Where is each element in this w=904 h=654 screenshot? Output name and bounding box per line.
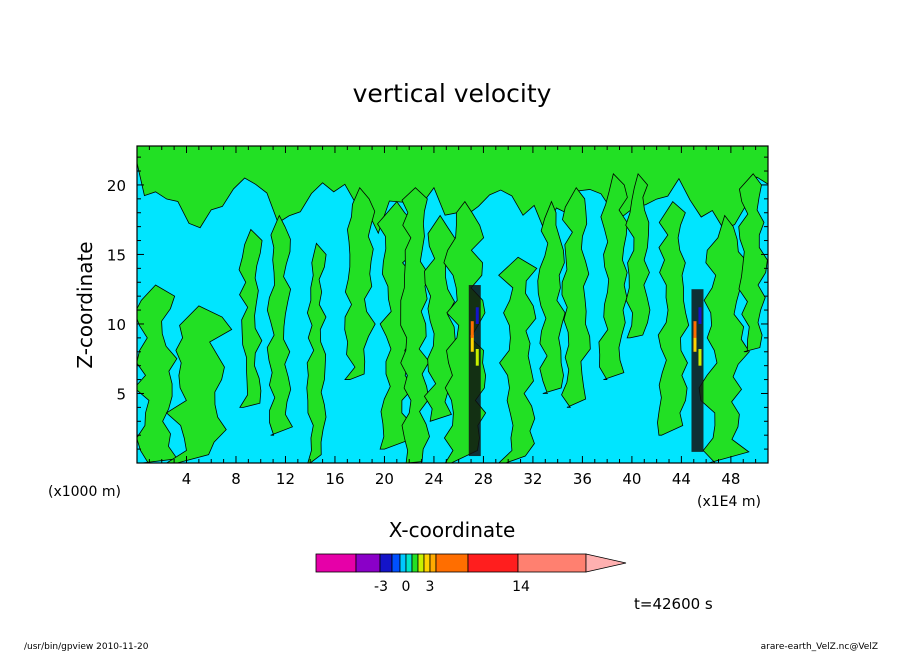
- positive-region: [537, 200, 566, 394]
- core-patch: [470, 321, 474, 338]
- core-patch: [693, 321, 697, 338]
- x-tick-label: 24: [424, 470, 443, 488]
- positive-region: [561, 186, 591, 408]
- colorbar-labels: -3 0 3 14: [374, 579, 530, 595]
- colorbar: [315, 553, 627, 573]
- colorbar-segment: [467, 553, 519, 573]
- core-patch: [475, 307, 479, 324]
- timestamp-label: t=42600 s: [634, 595, 713, 613]
- colorbar-tick-label: -3: [374, 579, 388, 595]
- x-tick-label: 48: [721, 470, 740, 488]
- colorbar-segment: [379, 553, 393, 573]
- x-tick-label: 4: [182, 470, 192, 488]
- velocity-contour-field: [137, 146, 768, 463]
- colorbar-segment: [315, 553, 357, 573]
- colorbar-segment: [405, 553, 413, 573]
- colorbar-segment: [517, 553, 587, 573]
- positive-region: [400, 187, 430, 463]
- colorbar-segment: [435, 553, 469, 573]
- y-tick-label: 20: [107, 177, 126, 195]
- colorbar-extend-arrow: [585, 553, 627, 573]
- colorbar-segment: [417, 553, 425, 573]
- core-patch: [698, 348, 702, 366]
- positive-region: [165, 305, 233, 463]
- positive-region: [238, 228, 263, 408]
- colorbar-segment: [429, 553, 437, 573]
- x-tick-label: 36: [573, 470, 592, 488]
- positive-region: [625, 172, 651, 339]
- y-tick-label: 5: [116, 385, 126, 403]
- convective-cores: [468, 285, 704, 457]
- x-scale-label: (x1000 m): [48, 484, 121, 500]
- colorbar-segment: [355, 553, 381, 573]
- colorbar-segment: [391, 553, 401, 573]
- positive-region: [137, 284, 178, 463]
- y-tick-label: 10: [107, 316, 126, 334]
- colorbar-tick-label: 3: [426, 579, 435, 595]
- x-tick-label: 20: [375, 470, 394, 488]
- x-axis-ticks: 4 8 12 16 20 24 28 32 36 40 44 48: [136, 146, 769, 488]
- x-multiplier-label: (x1E4 m): [697, 494, 761, 510]
- footer-program-date: /usr/bin/gpview 2010-11-20: [24, 642, 149, 652]
- y-axis-title: Z-coordinate: [73, 241, 97, 368]
- colorbar-segment: [423, 553, 431, 573]
- footer-file-variable: arare-earth_VelZ.nc@VelZ: [760, 642, 878, 652]
- plot-area: [136, 145, 769, 464]
- colorbar-tick-label: 0: [402, 579, 411, 595]
- y-axis-ticks: 5 10 15 20: [107, 156, 768, 464]
- colorbar-tick-label: 14: [512, 579, 530, 595]
- core-patch: [698, 307, 702, 324]
- colorbar-segment: [411, 553, 419, 573]
- positive-region: [498, 256, 538, 463]
- core-patch: [693, 335, 697, 352]
- x-tick-label: 32: [523, 470, 542, 488]
- x-tick-label: 12: [276, 470, 295, 488]
- positive-region: [306, 242, 327, 463]
- y-tick-label: 15: [107, 246, 126, 264]
- x-axis-title: X-coordinate: [389, 518, 516, 542]
- chart-title: vertical velocity: [353, 79, 552, 108]
- x-tick-label: 16: [325, 470, 344, 488]
- positive-region: [657, 201, 690, 436]
- core-patch: [470, 335, 474, 352]
- x-tick-label: 44: [672, 470, 691, 488]
- positive-region: [598, 173, 628, 380]
- positive-region: [738, 173, 768, 353]
- x-tick-label: 28: [474, 470, 493, 488]
- core-column: [691, 289, 704, 452]
- positive-region: [344, 186, 376, 380]
- x-tick-label: 40: [622, 470, 641, 488]
- positive-region: [266, 214, 294, 436]
- colorbar-segment: [399, 553, 407, 573]
- plot-frame: [136, 145, 769, 464]
- core-patch: [475, 348, 479, 366]
- x-tick-label: 8: [231, 470, 241, 488]
- core-column: [468, 285, 481, 457]
